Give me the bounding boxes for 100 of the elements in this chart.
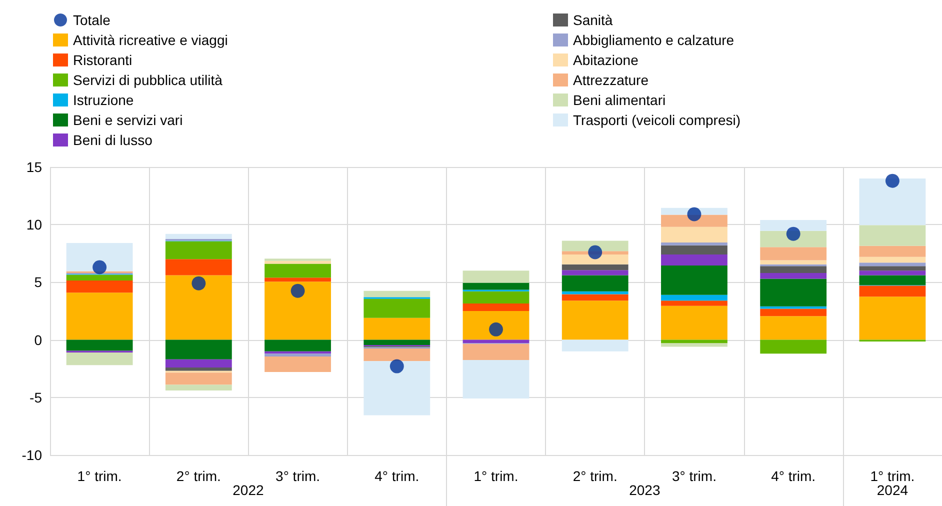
bar xyxy=(165,259,232,276)
text: 2024 xyxy=(876,482,908,498)
bar xyxy=(760,308,827,316)
x-tick-label: 2° trim. xyxy=(572,468,618,484)
legend-label: Sanità xyxy=(573,12,613,28)
bar xyxy=(66,280,133,293)
point xyxy=(290,284,305,298)
bar xyxy=(859,266,926,271)
point xyxy=(687,207,702,222)
bar xyxy=(562,264,628,270)
bar xyxy=(264,282,331,340)
bar xyxy=(264,260,331,264)
text: 2023 xyxy=(629,482,660,498)
bar xyxy=(661,226,728,242)
legend-label: Attività ricreative e viaggi xyxy=(73,32,228,48)
bar xyxy=(66,340,133,351)
legend-label: Attrezzature xyxy=(573,72,649,88)
point xyxy=(588,245,602,260)
legend-label: Abitazione xyxy=(573,52,639,68)
bar xyxy=(66,292,133,340)
bar xyxy=(661,254,728,266)
x-tick-label: 3° trim. xyxy=(276,468,320,484)
bar xyxy=(661,242,728,246)
x-tick-label: 1° trim. xyxy=(870,468,915,484)
point xyxy=(489,322,503,336)
bar xyxy=(859,275,926,286)
bar xyxy=(462,360,530,399)
bar xyxy=(562,291,628,294)
bar xyxy=(462,311,530,340)
legend-label: Beni e servizi vari xyxy=(73,112,183,128)
point xyxy=(390,359,404,374)
y-tick-label: 15 xyxy=(26,159,42,175)
bar xyxy=(462,344,530,360)
bar xyxy=(859,296,926,340)
y-tick-label: 10 xyxy=(26,216,42,233)
x-tick-label: 3° trim. xyxy=(672,468,716,484)
bar xyxy=(760,266,827,273)
bar xyxy=(364,361,430,416)
y-tick-label: 5 xyxy=(34,274,42,290)
bar xyxy=(859,178,926,226)
bar xyxy=(165,359,232,368)
legend-label: Beni alimentari xyxy=(573,92,666,108)
bar xyxy=(661,214,728,227)
legend-label: Beni di lusso xyxy=(73,132,153,148)
x-tick-label: 4° trim. xyxy=(374,468,420,484)
bar xyxy=(859,246,926,257)
bar xyxy=(562,254,628,264)
bar xyxy=(760,272,827,279)
bar xyxy=(462,270,530,283)
bar xyxy=(165,384,232,390)
legend-label: Servizi di pubblica utilità xyxy=(73,72,223,88)
x-tick-label: 4° trim. xyxy=(771,468,816,484)
bar xyxy=(462,304,530,311)
bar xyxy=(165,340,232,360)
bar xyxy=(165,372,232,385)
legend-label: Ristoranti xyxy=(73,52,132,68)
bar xyxy=(264,356,331,372)
legend-label: Totale xyxy=(73,12,111,28)
bar xyxy=(859,225,926,246)
bar xyxy=(760,340,827,354)
bar xyxy=(264,278,331,282)
point xyxy=(885,174,900,188)
bar xyxy=(364,340,430,345)
y-tick-label: 0 xyxy=(34,332,42,348)
bar xyxy=(462,282,530,290)
bar xyxy=(760,260,827,264)
point xyxy=(92,260,107,274)
legend-label: Abbigliamento e calzature xyxy=(573,32,734,48)
bar xyxy=(859,286,926,297)
bar xyxy=(760,278,827,306)
bar xyxy=(562,270,628,276)
y-tick-label: -10 xyxy=(22,447,42,463)
bar xyxy=(562,340,628,352)
legend-label: Istruzione xyxy=(73,92,134,108)
bar xyxy=(760,247,827,260)
bar xyxy=(364,348,430,362)
bar xyxy=(661,300,728,306)
bar xyxy=(661,340,728,344)
bar xyxy=(364,298,430,318)
bar xyxy=(462,291,530,304)
bar xyxy=(661,265,728,295)
bar xyxy=(165,234,232,239)
bar xyxy=(66,243,133,272)
bar xyxy=(364,318,430,340)
y-tick-label: -5 xyxy=(30,389,42,406)
bar xyxy=(859,262,926,266)
legend-label: Trasporti (veicoli compresi) xyxy=(573,112,741,128)
bar xyxy=(562,300,628,340)
bar xyxy=(264,264,331,278)
x-tick-label: 2° trim. xyxy=(176,468,221,484)
bar xyxy=(66,352,133,366)
bar xyxy=(364,290,430,298)
bar xyxy=(562,240,628,252)
point xyxy=(786,226,800,241)
bar xyxy=(661,306,728,340)
bar xyxy=(760,316,827,340)
bar xyxy=(562,294,628,301)
bar xyxy=(859,256,926,263)
bar xyxy=(264,354,331,357)
x-tick-label: 1° trim. xyxy=(474,468,518,484)
